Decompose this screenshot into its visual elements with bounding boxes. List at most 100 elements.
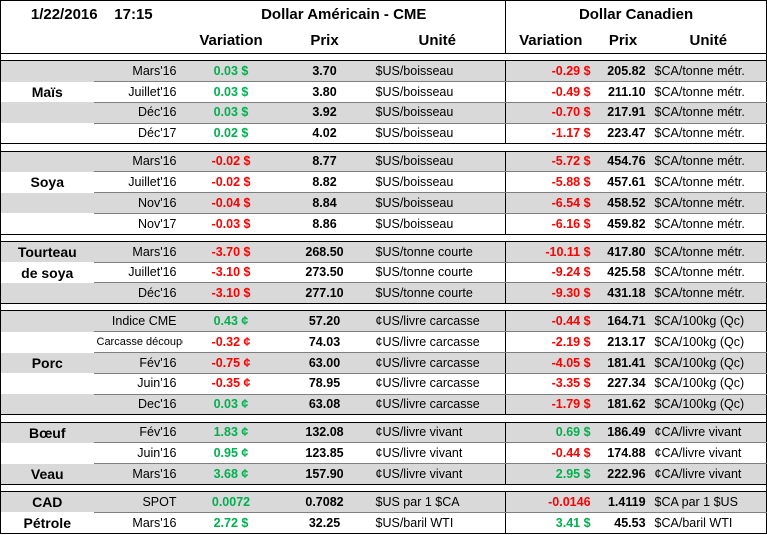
separator-cell bbox=[0, 234, 767, 242]
usd-variation-cell: -0.03 $ bbox=[182, 213, 280, 235]
contract-cell: Juillet'16 bbox=[93, 171, 183, 194]
separator-cell bbox=[0, 484, 767, 493]
usd-price-cell: 63.08 bbox=[279, 394, 370, 416]
table-row: Pétrole Mars'16 2.72 $32.25 $US/baril WTI 3.… bbox=[0, 512, 767, 535]
contract-cell: Nov'16 bbox=[93, 192, 183, 214]
cad-price-cell: 45.53 bbox=[595, 512, 651, 535]
contract-cell: Juin'16 bbox=[93, 442, 183, 465]
cad-price-cell: 458.52 bbox=[595, 192, 651, 214]
contract-cell: Nov'17 bbox=[93, 213, 183, 235]
cad-unit-cell: $CA/tonne métr. bbox=[650, 241, 767, 263]
header-row-2: Variation Prix Unité Variation Prix Unit… bbox=[0, 28, 767, 54]
contract-cell: Fév'16 bbox=[93, 422, 183, 444]
usd-variation-cell: -3.70 $ bbox=[182, 241, 280, 263]
cad-variation-cell: -0.70 $ bbox=[505, 102, 596, 124]
cad-variation-cell: -0.29 $ bbox=[505, 60, 596, 83]
cad-unit-cell: $CA/tonne métr. bbox=[650, 81, 767, 103]
usd-unit-cell: ¢US/livre vivant bbox=[369, 463, 507, 485]
contract-cell: Mars'16 bbox=[93, 151, 183, 173]
usd-variation-cell: -0.02 $ bbox=[182, 151, 280, 173]
commodity-label bbox=[0, 123, 94, 145]
usd-price-cell: 74.03 bbox=[279, 331, 370, 353]
commodity-label: Veau bbox=[0, 463, 94, 485]
cad-price-cell: 181.41 bbox=[595, 352, 651, 374]
commodity-label bbox=[0, 394, 94, 416]
commodity-label: de soya bbox=[0, 262, 94, 283]
cad-variation-cell: -9.24 $ bbox=[505, 262, 596, 284]
separator-cell bbox=[0, 143, 767, 152]
cad-price-cell: 222.96 bbox=[595, 463, 651, 485]
commodity-label bbox=[0, 213, 94, 235]
report-time: 17:15 bbox=[114, 6, 153, 24]
table-row: Mars'16 0.03 $3.70 $US/boisseau -0.29 $205.… bbox=[0, 60, 767, 83]
contract-cell: Indice CME bbox=[93, 310, 183, 333]
usd-unit-cell: $US/boisseau bbox=[369, 60, 507, 83]
cad-price-cell: 205.82 bbox=[595, 60, 651, 83]
commodity-label: Tourteau bbox=[0, 241, 94, 263]
cad-variation-cell: -0.49 $ bbox=[505, 81, 596, 103]
usd-price-cell: 8.86 bbox=[279, 213, 370, 235]
cad-variation-cell: 0.69 $ bbox=[505, 422, 596, 444]
usd-price-cell: 132.08 bbox=[279, 422, 370, 444]
cad-unit-cell: $CA/tonne métr. bbox=[650, 262, 767, 284]
usd-price-cell: 0.7082 bbox=[279, 491, 370, 513]
cad-variation-cell: -0.0146 bbox=[505, 491, 596, 513]
usd-unit-cell: ¢US/livre carcasse bbox=[369, 373, 507, 395]
cad-price-cell: 457.61 bbox=[595, 171, 651, 194]
cad-variation-cell: -6.54 $ bbox=[505, 192, 596, 214]
usd-variation-cell: 0.43 ¢ bbox=[182, 310, 280, 333]
group-separator bbox=[0, 414, 767, 423]
cad-unit-cell: $CA/baril WTI bbox=[650, 512, 767, 535]
separator-cell bbox=[0, 303, 767, 312]
cad-price-cell: 1.4119 bbox=[595, 491, 651, 513]
contract-cell: Juillet'16 bbox=[93, 262, 183, 284]
usd-variation-cell: -0.02 $ bbox=[182, 171, 280, 194]
cad-price-cell: 174.88 bbox=[595, 442, 651, 465]
commodity-label bbox=[0, 442, 94, 464]
table-row: Soya Juillet'16 -0.02 $8.82 $US/boisseau -5.… bbox=[0, 171, 767, 194]
cad-unit-cell: $CA/100kg (Qc) bbox=[650, 310, 767, 333]
group-separator bbox=[0, 234, 767, 242]
separator-cell bbox=[0, 414, 767, 423]
group-separator bbox=[0, 143, 767, 152]
usd-unit-header: Unité bbox=[369, 28, 507, 54]
contract-cell: Mars'16 bbox=[93, 60, 183, 83]
usd-variation-cell: 0.03 $ bbox=[182, 102, 280, 124]
cad-unit-cell: $CA/tonne métr. bbox=[650, 123, 767, 145]
commodity-label bbox=[0, 373, 94, 395]
commodity-label bbox=[0, 151, 94, 172]
cad-price-cell: 213.17 bbox=[595, 331, 651, 353]
contract-cell: Mars'16 bbox=[93, 463, 183, 485]
table-row: Porc Fév'16 -0.75 ¢ 63.00 ¢US/livre carcasse… bbox=[0, 352, 767, 374]
cad-price-cell: 217.91 bbox=[595, 102, 651, 124]
cad-unit-header: Unité bbox=[650, 28, 767, 54]
table-row: Bœuf Fév'16 1.83 ¢ 132.08 ¢US/livre vivant 0.… bbox=[0, 422, 767, 444]
commodity-label bbox=[0, 331, 94, 353]
usd-unit-cell: ¢US/livre carcasse bbox=[369, 352, 507, 374]
usd-unit-cell: $US par 1 $CA bbox=[369, 491, 507, 513]
usd-price-cell: 4.02 bbox=[279, 123, 370, 145]
header-row-1: 1/22/2016 17:15 Dollar Américain - CME D… bbox=[0, 0, 767, 29]
usd-price-cell: 63.00 bbox=[279, 352, 370, 374]
cad-variation-cell: -10.11 $ bbox=[505, 241, 596, 263]
commodity-label: Porc bbox=[0, 352, 94, 374]
contract-cell: Juin'16 bbox=[93, 373, 183, 395]
usd-price-cell: 57.20 bbox=[279, 310, 370, 333]
separator-cell bbox=[0, 53, 767, 62]
cad-price-header: Prix bbox=[595, 28, 651, 54]
contract-cell: Déc'16 bbox=[93, 102, 183, 124]
contract-cell: Déc'16 bbox=[93, 282, 183, 305]
commodity-label bbox=[0, 192, 94, 214]
cad-variation-cell: -0.44 $ bbox=[505, 442, 596, 465]
group-separator bbox=[0, 53, 767, 62]
commodity-label: CAD bbox=[0, 491, 94, 513]
cad-unit-cell: $CA/tonne métr. bbox=[650, 282, 767, 305]
table-row: Indice CME 0.43 ¢ 57.20 ¢US/livre carcasse -… bbox=[0, 310, 767, 333]
contract-cell: Fév'16 bbox=[93, 352, 183, 374]
cad-price-cell: 181.62 bbox=[595, 394, 651, 416]
cad-unit-cell: $CA par 1 $US bbox=[650, 491, 767, 513]
commodity-label: Soya bbox=[0, 171, 94, 193]
usd-unit-cell: ¢US/livre carcasse bbox=[369, 331, 507, 353]
table-row: Nov'16 -0.04 $8.84 $US/boisseau -6.54 $458.… bbox=[0, 192, 767, 214]
